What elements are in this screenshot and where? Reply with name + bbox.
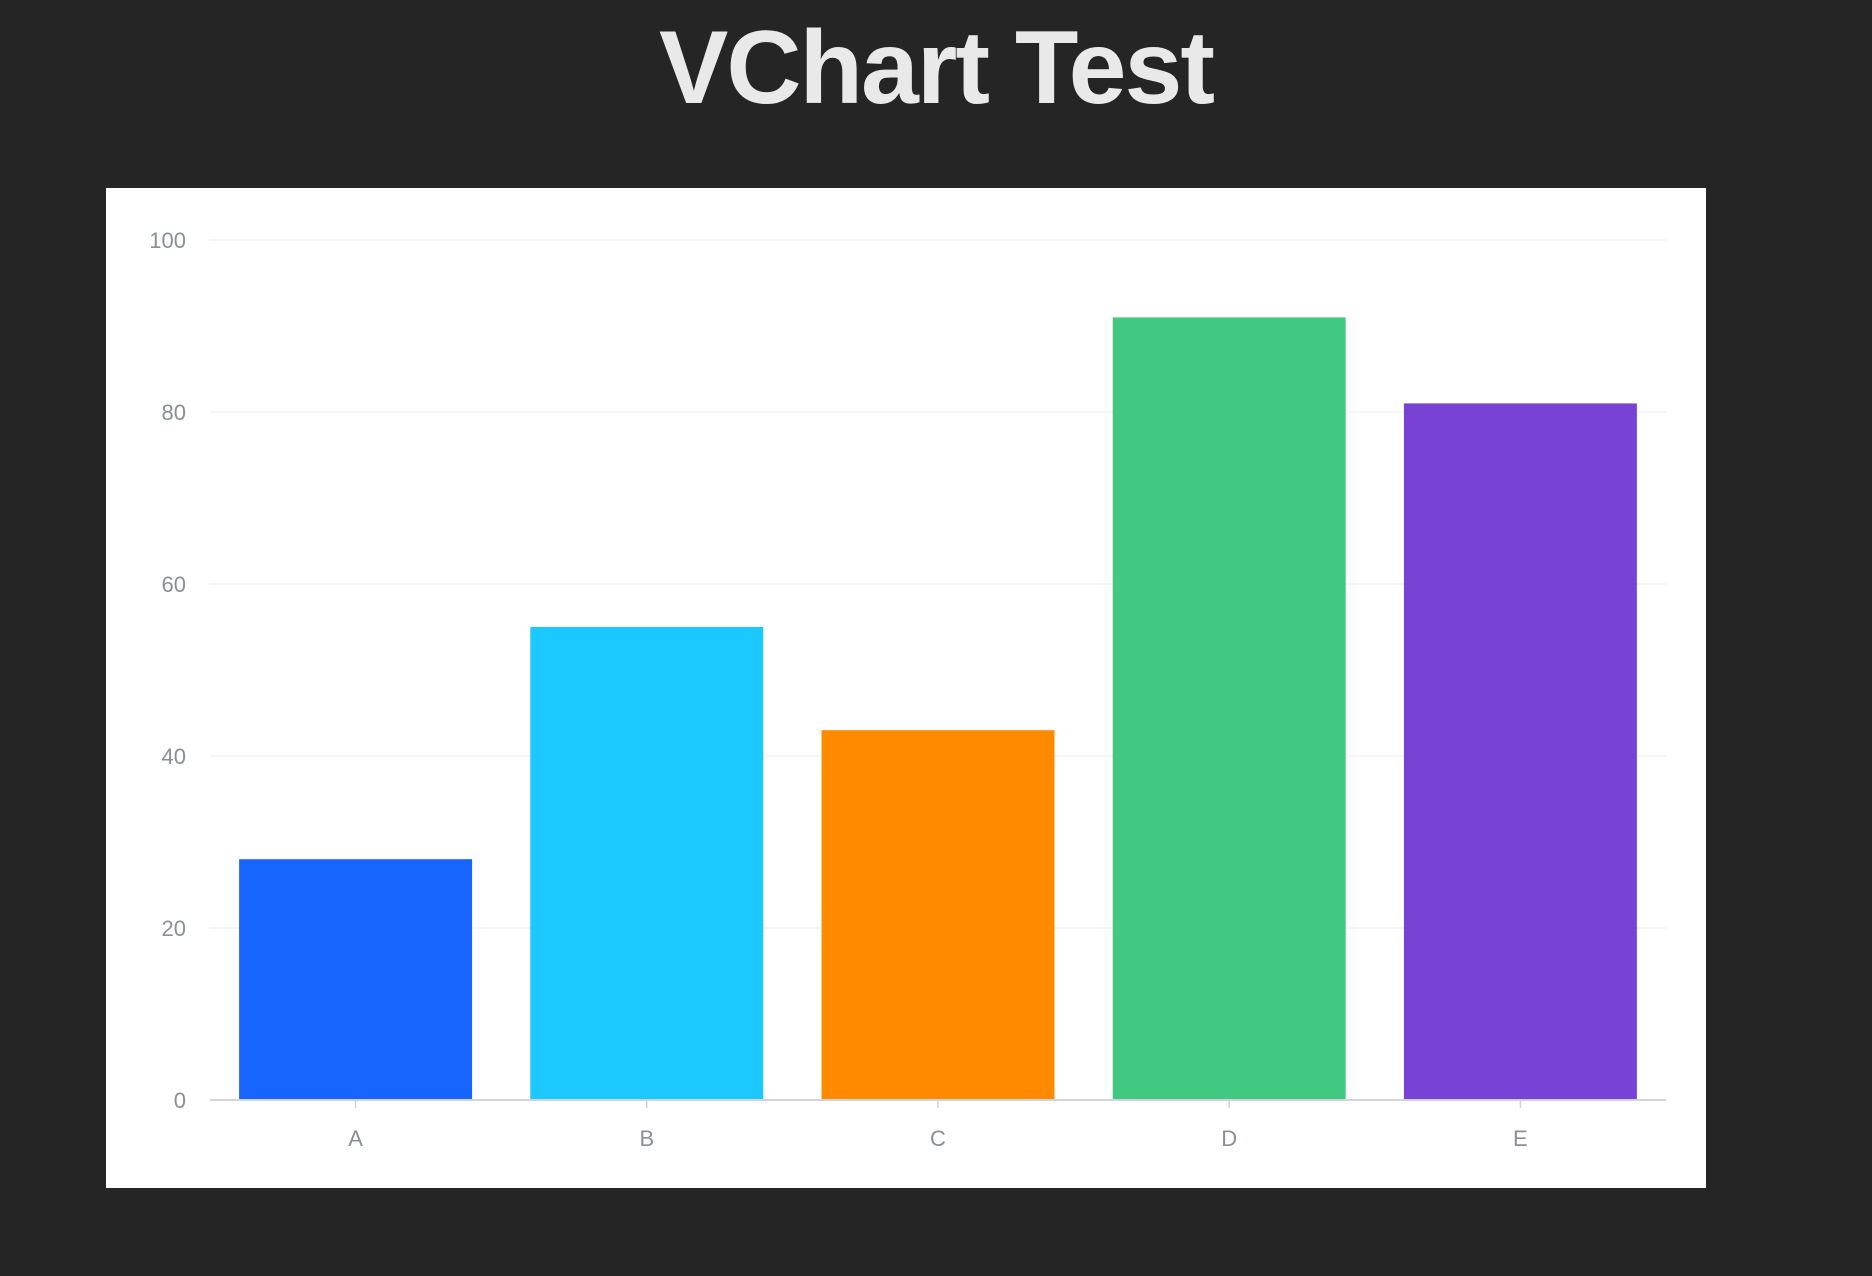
- bars: [239, 317, 1637, 1100]
- bar-e[interactable]: [1403, 403, 1637, 1100]
- x-tick-label: A: [348, 1126, 363, 1151]
- x-tick-label: E: [1513, 1126, 1528, 1151]
- x-tick-label: C: [930, 1126, 946, 1151]
- axes: [210, 1099, 1666, 1108]
- y-tick-label: 40: [162, 744, 186, 769]
- y-tick-label: 60: [162, 572, 186, 597]
- bar-a[interactable]: [239, 859, 473, 1100]
- bar-c[interactable]: [821, 730, 1055, 1100]
- page-title: VChart Test: [659, 10, 1215, 126]
- y-tick-label: 20: [162, 916, 186, 941]
- bar-chart: 0 20 40 60 80 100 A B C D E: [149, 228, 1666, 1151]
- chart-container: 0 20 40 60 80 100 A B C D E: [106, 188, 1706, 1188]
- x-tick-label: B: [639, 1126, 654, 1151]
- y-axis-labels: 0 20 40 60 80 100: [149, 228, 186, 1113]
- bar-b[interactable]: [530, 627, 764, 1100]
- x-tick-label: D: [1221, 1126, 1237, 1151]
- bar-d[interactable]: [1112, 317, 1346, 1100]
- x-axis-labels: A B C D E: [348, 1126, 1527, 1151]
- y-tick-label: 0: [174, 1088, 186, 1113]
- y-tick-label: 100: [149, 228, 186, 253]
- y-tick-label: 80: [162, 400, 186, 425]
